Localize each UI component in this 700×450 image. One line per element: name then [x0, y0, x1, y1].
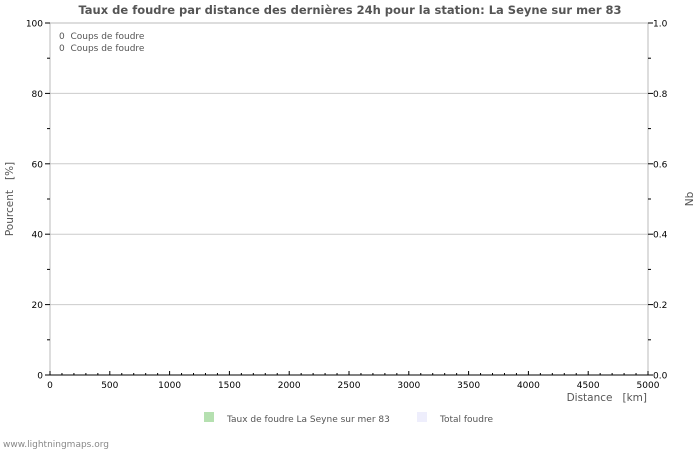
x-tick-label: 4000: [517, 381, 540, 391]
x-tick-label: 5000: [637, 381, 660, 391]
x-tick-label: 4500: [577, 381, 600, 391]
legend-swatch-station: [204, 412, 214, 422]
y2-tick-label: 0.2: [653, 301, 667, 311]
x-tick-label: 2500: [338, 381, 361, 391]
x-tick-label: 3500: [457, 381, 480, 391]
y-tick-label: 0: [37, 372, 43, 382]
y2-tick-label: 0.6: [653, 160, 668, 170]
y2-tick-label: 0.8: [653, 90, 668, 100]
y-tick-label: 40: [32, 231, 44, 241]
x-axis-label: Distance [km]: [567, 392, 647, 404]
y-tick-label: 60: [32, 160, 44, 170]
y2-tick-label: 0.0: [653, 372, 668, 382]
y2-tick-label: 1.0: [653, 20, 668, 30]
legend-swatch-total: [417, 412, 427, 422]
x-tick-label: 2000: [278, 381, 301, 391]
y2-axis-label: Nb: [684, 191, 696, 206]
footer-link[interactable]: www.lightningmaps.org: [3, 440, 109, 450]
x-tick-label: 0: [47, 381, 53, 391]
plot-area: [49, 22, 649, 376]
chart-title: Taux de foudre par distance des dernière…: [78, 3, 621, 17]
y-tick-label: 80: [32, 90, 44, 100]
x-tick-label: 1500: [218, 381, 241, 391]
annotation-1: 0 Coups de foudre: [59, 32, 145, 42]
annotation-2: 0 Coups de foudre: [59, 44, 145, 54]
x-tick-label: 3000: [397, 381, 420, 391]
y-tick-label: 20: [32, 301, 44, 311]
y-axis-label: Pourcent [%]: [4, 162, 16, 236]
legend-label-station: Taux de foudre La Seyne sur mer 83: [226, 415, 390, 425]
x-tick-label: 500: [101, 381, 118, 391]
x-tick-label: 1000: [158, 381, 181, 391]
legend-label-total: Total foudre: [439, 415, 493, 425]
y-tick-label: 100: [26, 20, 43, 30]
y2-tick-label: 0.4: [653, 231, 668, 241]
